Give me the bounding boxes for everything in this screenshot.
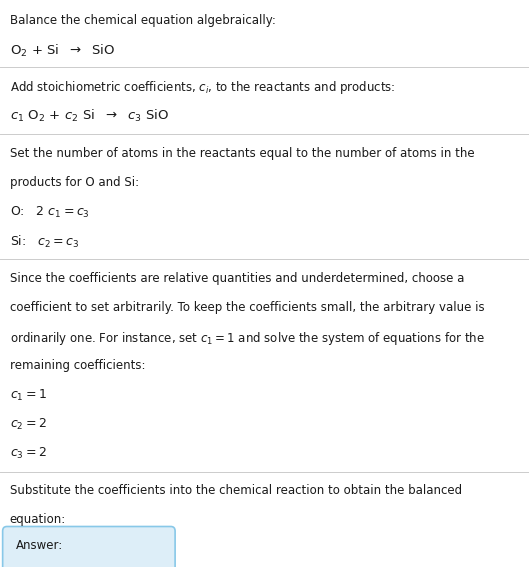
Text: O:   $2\ c_1 = c_3$: O: $2\ c_1 = c_3$: [10, 205, 89, 219]
Text: Answer:: Answer:: [16, 539, 63, 552]
Text: Substitute the coefficients into the chemical reaction to obtain the balanced: Substitute the coefficients into the che…: [10, 484, 462, 497]
Text: $c_1 = 1$: $c_1 = 1$: [10, 388, 47, 403]
Text: $c_1\ \mathregular{O_2}\ {+}\ c_2\ $Si  $\rightarrow$  $c_3\ $SiO: $c_1\ \mathregular{O_2}\ {+}\ c_2\ $Si $…: [10, 108, 169, 124]
Text: Since the coefficients are relative quantities and underdetermined, choose a: Since the coefficients are relative quan…: [10, 272, 464, 285]
Text: coefficient to set arbitrarily. To keep the coefficients small, the arbitrary va: coefficient to set arbitrarily. To keep …: [10, 301, 484, 314]
Text: $c_2 = 2$: $c_2 = 2$: [10, 417, 46, 431]
Text: equation:: equation:: [10, 513, 66, 526]
Text: Add stoichiometric coefficients, $c_i$, to the reactants and products:: Add stoichiometric coefficients, $c_i$, …: [10, 79, 395, 96]
Text: Balance the chemical equation algebraically:: Balance the chemical equation algebraica…: [10, 14, 276, 27]
Text: remaining coefficients:: remaining coefficients:: [10, 359, 145, 372]
Text: $c_3 = 2$: $c_3 = 2$: [10, 446, 46, 460]
Text: Si:   $c_2 = c_3$: Si: $c_2 = c_3$: [10, 234, 79, 249]
Text: Set the number of atoms in the reactants equal to the number of atoms in the: Set the number of atoms in the reactants…: [10, 147, 474, 160]
Text: products for O and Si:: products for O and Si:: [10, 176, 139, 189]
Text: $\mathregular{O_2}$ $+$ Si  $\rightarrow$  SiO: $\mathregular{O_2}$ $+$ Si $\rightarrow$…: [10, 43, 115, 59]
FancyBboxPatch shape: [3, 527, 175, 567]
Text: ordinarily one. For instance, set $c_1 = 1$ and solve the system of equations fo: ordinarily one. For instance, set $c_1 =…: [10, 330, 485, 347]
